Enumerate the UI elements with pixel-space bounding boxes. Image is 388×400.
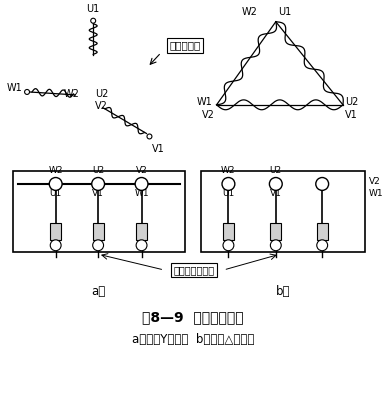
Bar: [201, 171, 365, 252]
Circle shape: [317, 240, 327, 251]
Text: U2: U2: [92, 166, 104, 175]
Text: a）: a）: [91, 285, 105, 298]
Text: U2: U2: [95, 89, 109, 99]
Bar: [317, 222, 327, 240]
Text: V2: V2: [136, 166, 147, 175]
Text: W2: W2: [64, 89, 80, 99]
Circle shape: [91, 18, 96, 23]
Text: b）: b）: [275, 285, 290, 298]
Circle shape: [24, 90, 29, 94]
Text: W2: W2: [48, 166, 63, 175]
Text: U1: U1: [50, 189, 62, 198]
Text: V2: V2: [369, 178, 380, 186]
Text: V1: V1: [270, 189, 282, 198]
Text: V1: V1: [92, 189, 104, 198]
Text: W1: W1: [134, 189, 149, 198]
Text: a）绕组Y形接法  b）绕组△形接法: a）绕组Y形接法 b）绕组△形接法: [132, 333, 254, 346]
Circle shape: [222, 178, 235, 190]
Circle shape: [49, 178, 62, 190]
Circle shape: [147, 134, 152, 139]
Circle shape: [50, 240, 61, 251]
Circle shape: [135, 178, 148, 190]
Text: V1: V1: [345, 110, 358, 120]
Circle shape: [93, 240, 104, 251]
Text: U1: U1: [222, 189, 235, 198]
Text: V2: V2: [95, 101, 108, 111]
Text: 接线盒内接线图: 接线盒内接线图: [173, 265, 215, 275]
Text: U1: U1: [87, 4, 100, 14]
Text: W1: W1: [197, 97, 213, 107]
Circle shape: [269, 178, 282, 190]
Text: U1: U1: [278, 7, 291, 17]
Circle shape: [136, 240, 147, 251]
Text: 图8—9  电动机接线排: 图8—9 电动机接线排: [142, 310, 244, 324]
Bar: [50, 222, 61, 240]
Circle shape: [270, 240, 281, 251]
Bar: [223, 222, 234, 240]
Text: W1: W1: [369, 189, 383, 198]
Text: W2: W2: [221, 166, 236, 175]
Text: W2: W2: [242, 7, 258, 17]
Text: U2: U2: [345, 97, 358, 107]
Text: U2: U2: [270, 166, 282, 175]
Bar: [270, 222, 281, 240]
Text: V2: V2: [202, 110, 215, 120]
Text: V1: V1: [152, 144, 165, 154]
Circle shape: [316, 178, 329, 190]
Bar: [93, 222, 104, 240]
Bar: [136, 222, 147, 240]
Text: 原理接线图: 原理接线图: [170, 40, 201, 50]
Text: W1: W1: [6, 83, 22, 93]
Circle shape: [92, 178, 104, 190]
Bar: [13, 171, 185, 252]
Circle shape: [223, 240, 234, 251]
